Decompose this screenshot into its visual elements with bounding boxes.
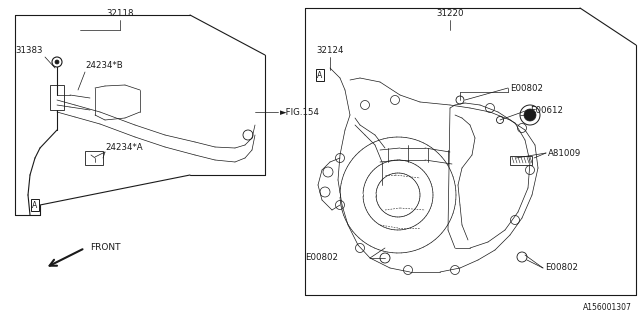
Text: A156001307: A156001307 — [583, 303, 632, 313]
Text: 31220: 31220 — [436, 9, 464, 18]
Text: E00802: E00802 — [545, 263, 578, 273]
Text: E00802: E00802 — [510, 84, 543, 92]
Text: E00612: E00612 — [530, 106, 563, 115]
Text: 24234*B: 24234*B — [85, 60, 123, 69]
Circle shape — [524, 109, 536, 121]
Text: ►FIG.154: ►FIG.154 — [280, 108, 320, 116]
Text: A: A — [317, 70, 323, 79]
Text: A: A — [33, 201, 38, 210]
FancyBboxPatch shape — [510, 156, 532, 165]
Circle shape — [55, 60, 59, 64]
Text: 24234*A: 24234*A — [105, 142, 143, 151]
Text: FRONT: FRONT — [90, 244, 120, 252]
Text: 31383: 31383 — [15, 45, 42, 54]
Text: 32124: 32124 — [316, 45, 344, 54]
Text: E00802: E00802 — [305, 253, 338, 262]
Text: A81009: A81009 — [548, 148, 581, 157]
Text: 32118: 32118 — [106, 9, 134, 18]
